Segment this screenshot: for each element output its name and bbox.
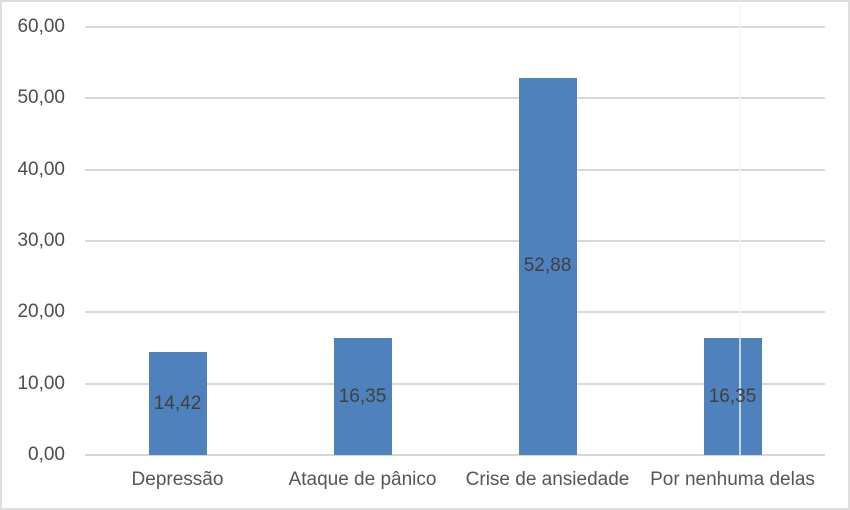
x-axis-line [85, 454, 825, 456]
bar-value-label: 16,35 [708, 385, 757, 407]
bar-value-label: 14,42 [153, 392, 202, 414]
bar-value-label: 16,35 [338, 385, 387, 407]
gridline [85, 240, 825, 242]
y-tick-label: 40,00 [17, 158, 65, 180]
bar-value-label: 52,88 [523, 255, 572, 277]
gridline [85, 97, 825, 100]
category-label: Crise de ansiedade [465, 469, 630, 490]
y-tick-label: 0,00 [28, 444, 65, 465]
bar [333, 338, 392, 455]
y-tick-label: 30,00 [17, 230, 65, 251]
y-tick-label: 50,00 [17, 87, 65, 109]
gridline [85, 311, 825, 314]
gridline [85, 168, 825, 171]
bar [703, 338, 762, 455]
y-tick-label: 60,00 [17, 16, 65, 37]
screenshot-artifact-line [739, 5, 741, 455]
category-label: Depressão [131, 469, 224, 490]
category-label: Por nenhuma delas [650, 469, 815, 490]
bar [518, 77, 577, 455]
category-label: Ataque de pânico [288, 469, 437, 490]
y-tick-label: 10,00 [17, 372, 65, 394]
y-tick-label: 20,00 [17, 301, 65, 323]
gridline [85, 26, 825, 28]
bar [148, 352, 207, 455]
gridline [85, 382, 825, 385]
